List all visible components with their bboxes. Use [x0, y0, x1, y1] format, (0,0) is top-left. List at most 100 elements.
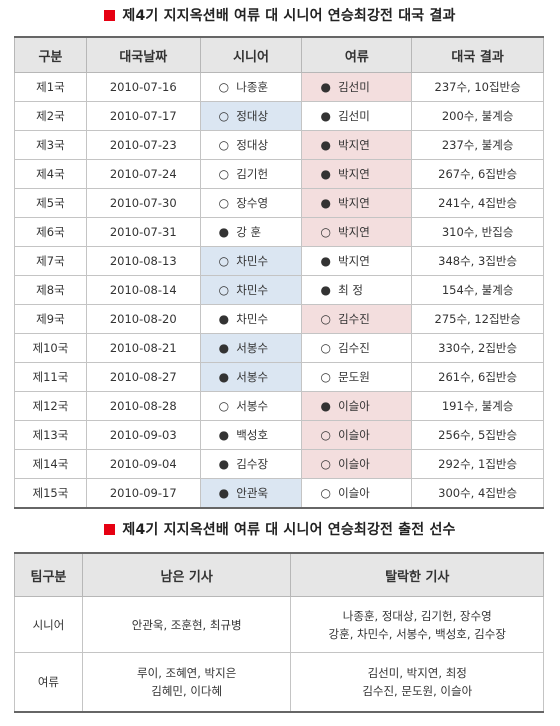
white-stone-icon: ○	[320, 370, 331, 384]
game-women: ○ 이슬아	[301, 420, 413, 450]
player-name: 김기헌	[236, 167, 269, 181]
game-senior: ○ 장수영	[199, 188, 303, 218]
eliminated-players: 나종훈, 정대상, 김기헌, 장수영 강훈, 차민수, 서봉수, 백성호, 김수장	[290, 596, 544, 653]
white-stone-icon: ○	[320, 486, 331, 500]
black-stone-icon: ●	[218, 312, 230, 326]
game-senior: ● 서봉수	[199, 333, 303, 363]
game-row: 제9국 2010-08-20 ● 차민수 ○ 김수진 275수, 12집반승	[14, 304, 544, 334]
game-senior: ● 차민수	[199, 304, 303, 334]
game-women: ● 김선미	[301, 101, 413, 131]
eliminated-players-line: 강훈, 차민수, 서봉수, 백성호, 김수장	[328, 626, 506, 641]
game-row: 제13국 2010-09-03 ● 백성호 ○ 이슬아 256수, 5집반승	[14, 420, 544, 450]
player-name: 서봉수	[236, 370, 269, 384]
roster-title-text: 제4기 지지옥션배 여류 대 시니어 연승최강전 출전 선수	[122, 522, 456, 538]
game-date: 2010-08-13	[85, 246, 201, 276]
player-name: 문도원	[338, 370, 370, 384]
game-result: 191수, 불계승	[411, 391, 544, 421]
player-name: 장수영	[236, 196, 269, 210]
header-result: 대국 결과	[411, 36, 544, 73]
game-women: ● 이슬아	[301, 391, 413, 421]
white-stone-icon: ○	[218, 254, 230, 268]
game-date: 2010-07-23	[85, 130, 201, 160]
game-women: ● 박지연	[301, 246, 413, 276]
game-women: ● 김선미	[301, 72, 413, 102]
player-name: 정대상	[236, 138, 269, 152]
eliminated-players-line: 김수진, 문도원, 이슬아	[362, 684, 473, 698]
game-result: 275수, 12집반승	[411, 304, 544, 334]
black-stone-icon: ●	[218, 457, 230, 471]
game-senior: ○ 정대상	[199, 101, 303, 131]
game-result: 261수, 6집반승	[411, 362, 544, 392]
results-table: 구분 대국날짜 시니어 여류 대국 결과 제1국 2010-07-16 ○ 나종훈 ●…	[14, 36, 544, 509]
game-result: 348수, 3집반승	[411, 246, 544, 276]
remaining-players: 안관욱, 조훈현, 최규병	[81, 596, 292, 653]
game-date: 2010-08-21	[85, 333, 201, 363]
red-square-icon	[104, 524, 116, 535]
game-result: 267수, 6집반승	[411, 159, 544, 189]
white-stone-icon: ○	[320, 428, 331, 442]
player-name: 백성호	[236, 428, 269, 442]
game-round: 제12국	[14, 391, 87, 421]
game-row: 제11국 2010-08-27 ● 서봉수 ○ 문도원 261수, 6집반승	[14, 362, 544, 392]
game-result: 300수, 4집반승	[411, 478, 544, 509]
game-result: 256수, 5집반승	[411, 420, 544, 450]
game-senior: ○ 나종훈	[199, 72, 303, 102]
game-senior: ○ 차민수	[199, 246, 303, 276]
roster-table: 팀구분 남은 기사 탈락한 기사 시니어 안관욱, 조훈현, 최규병 나종훈, 정대…	[14, 552, 544, 713]
player-name: 정대상	[236, 109, 269, 123]
game-round: 제7국	[14, 246, 87, 276]
game-women: ● 박지연	[301, 130, 413, 160]
team-name: 시니어	[14, 596, 83, 653]
game-date: 2010-07-16	[85, 72, 201, 102]
remaining-players-line: 안관욱, 조훈현, 최규병	[131, 617, 242, 632]
game-senior: ● 백성호	[199, 420, 303, 450]
game-women: ○ 이슬아	[301, 478, 413, 509]
player-name: 박지연	[338, 225, 370, 239]
game-date: 2010-08-20	[85, 304, 201, 334]
black-stone-icon: ●	[218, 428, 230, 442]
game-row: 제4국 2010-07-24 ○ 김기헌 ● 박지연 267수, 6집반승	[14, 159, 544, 189]
game-row: 제8국 2010-08-14 ○ 차민수 ● 최 정 154수, 불계승	[14, 275, 544, 305]
black-stone-icon: ●	[320, 109, 331, 123]
game-result: 241수, 4집반승	[411, 188, 544, 218]
game-round: 제6국	[14, 217, 87, 247]
black-stone-icon: ●	[320, 80, 331, 94]
player-name: 이슬아	[338, 486, 370, 500]
white-stone-icon: ○	[218, 138, 230, 152]
player-name: 김선미	[338, 109, 370, 123]
game-date: 2010-09-04	[85, 449, 201, 479]
remaining-players: 루이, 조혜연, 박지은 김혜민, 이다혜	[81, 652, 292, 713]
game-women: ○ 김수진	[301, 333, 413, 363]
black-stone-icon: ●	[320, 399, 331, 413]
player-name: 이슬아	[338, 399, 370, 413]
white-stone-icon: ○	[218, 196, 230, 210]
player-name: 차민수	[236, 283, 269, 297]
player-name: 차민수	[236, 254, 269, 268]
header-eliminated: 탈락한 기사	[290, 552, 544, 597]
results-title: 제4기 지지옥션배 여류 대 시니어 연승최강전 대국 결과	[0, 5, 560, 25]
player-name: 김수진	[338, 341, 370, 355]
game-row: 제7국 2010-08-13 ○ 차민수 ● 박지연 348수, 3집반승	[14, 246, 544, 276]
player-name: 박지연	[338, 254, 370, 268]
game-result: 154수, 불계승	[411, 275, 544, 305]
game-women: ● 최 정	[301, 275, 413, 305]
player-name: 김수진	[338, 312, 370, 326]
white-stone-icon: ○	[320, 457, 331, 471]
game-date: 2010-08-14	[85, 275, 201, 305]
header-senior: 시니어	[199, 36, 303, 73]
game-senior: ○ 정대상	[199, 130, 303, 160]
header-team: 팀구분	[14, 552, 83, 597]
black-stone-icon: ●	[218, 370, 230, 384]
roster-title: 제4기 지지옥션배 여류 대 시니어 연승최강전 출전 선수	[0, 519, 560, 539]
game-round: 제13국	[14, 420, 87, 450]
game-row: 제14국 2010-09-04 ● 김수장 ○ 이슬아 292수, 1집반승	[14, 449, 544, 479]
game-round: 제5국	[14, 188, 87, 218]
eliminated-players-line: 김선미, 박지연, 최정	[367, 666, 467, 680]
remaining-players-line: 김혜민, 이다혜	[151, 684, 223, 698]
player-name: 박지연	[338, 138, 370, 152]
game-senior: ● 김수장	[199, 449, 303, 479]
header-date: 대국날짜	[85, 36, 201, 73]
white-stone-icon: ○	[218, 399, 230, 413]
team-name: 여류	[14, 652, 83, 713]
